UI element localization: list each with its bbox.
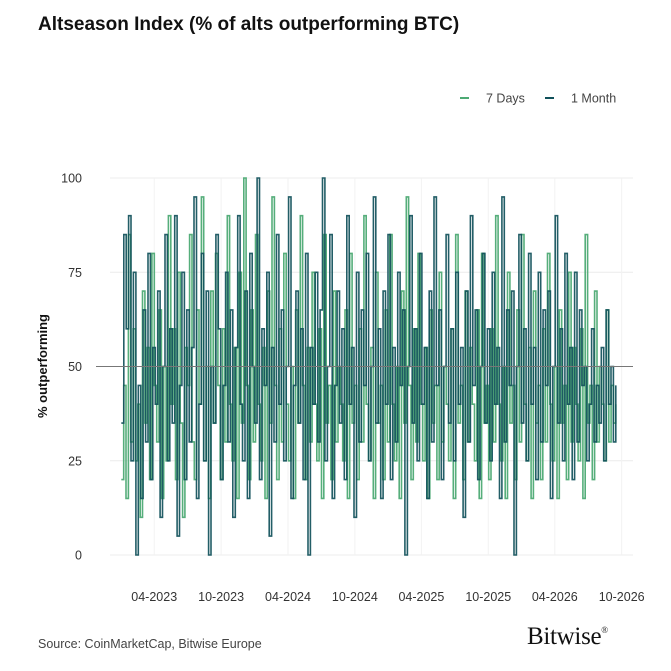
x-tick-label: 10-2025 (465, 590, 511, 604)
x-tick-label: 04-2024 (265, 590, 311, 604)
y-tick-label: 0 (75, 549, 82, 563)
y-tick-label: 100 (61, 172, 82, 186)
x-tick-label: 04-2025 (398, 590, 444, 604)
x-tick-label: 10-2024 (332, 590, 378, 604)
y-tick-label: 75 (68, 266, 82, 280)
series-line-1-month (121, 177, 617, 556)
brand-name: Bitwise (527, 623, 602, 650)
y-tick-label: 50 (68, 360, 82, 374)
x-tick-label: 10-2026 (599, 590, 645, 604)
brand-registered-mark: ® (601, 625, 608, 635)
chart-title: Altseason Index (% of alts outperforming… (38, 14, 460, 35)
source-note: Source: CoinMarketCap, Bitwise Europe (38, 637, 262, 651)
brand-logo: Bitwise® (527, 623, 608, 651)
x-tick-label: 04-2026 (532, 590, 578, 604)
y-axis-title: % outperforming (35, 314, 50, 418)
y-tick-label: 25 (68, 454, 82, 468)
x-tick-label: 10-2023 (198, 590, 244, 604)
legend-label: 7 Days (486, 92, 525, 106)
x-tick-label: 04-2023 (131, 590, 177, 604)
legend-label: 1 Month (571, 92, 616, 106)
